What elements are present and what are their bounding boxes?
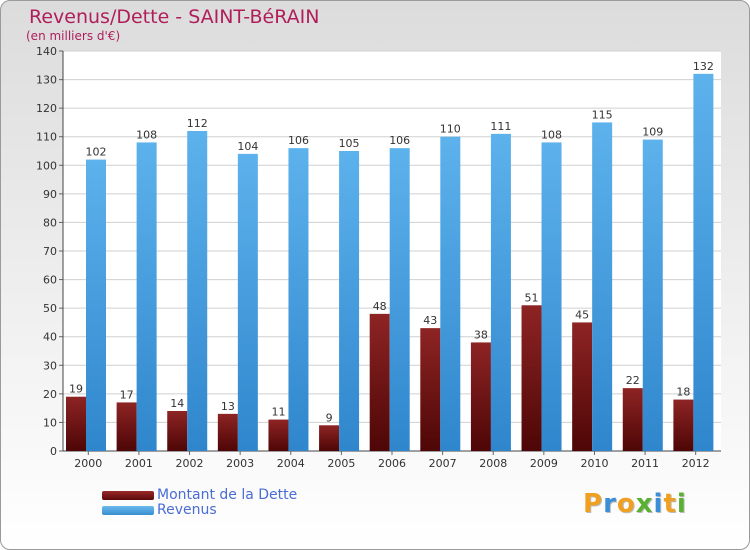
data-label-debt: 19: [69, 383, 83, 396]
bar-debt: [217, 413, 238, 451]
x-tick-label: 2012: [682, 457, 710, 470]
bar-revenue: [642, 139, 663, 452]
logo-letter: i: [676, 489, 687, 519]
x-tick-label: 2006: [378, 457, 406, 470]
bar-revenue: [490, 133, 511, 451]
bar-debt: [622, 388, 643, 451]
legend-label-revenue: Revenus: [157, 502, 217, 518]
x-tick-label: 2000: [74, 457, 102, 470]
y-tick-label: 90: [43, 188, 57, 201]
y-tick-label: 20: [43, 388, 57, 401]
data-label-revenue: 104: [237, 140, 258, 153]
logo-letter: P: [583, 489, 604, 519]
bar-debt: [470, 342, 491, 451]
data-label-debt: 43: [423, 314, 437, 327]
data-label-debt: 13: [221, 400, 235, 413]
legend-swatch-revenue: [102, 505, 154, 515]
bar-debt: [673, 399, 694, 451]
data-label-revenue: 115: [592, 108, 613, 121]
bar-revenue: [288, 148, 309, 451]
y-tick-label: 100: [36, 159, 57, 172]
data-label-revenue: 108: [136, 128, 157, 141]
y-tick-label: 40: [43, 331, 57, 344]
x-tick-label: 2001: [125, 457, 153, 470]
data-label-debt: 18: [676, 386, 690, 399]
x-tick-label: 2007: [429, 457, 457, 470]
bar-revenue: [592, 122, 613, 451]
bar-debt: [167, 411, 188, 451]
bar-revenue: [389, 148, 410, 451]
data-label-revenue: 112: [187, 117, 208, 130]
logo-letter: r: [603, 489, 617, 519]
logo-letter: i: [653, 489, 664, 519]
legend-item-revenue: Revenus: [102, 502, 217, 518]
bar-debt: [268, 419, 289, 451]
x-tick-label: 2010: [580, 457, 608, 470]
data-label-debt: 45: [575, 308, 589, 321]
chart-subtitle: (en milliers d'€): [26, 29, 121, 43]
bar-revenue: [187, 131, 208, 451]
bar-debt: [521, 305, 542, 451]
y-tick-label: 80: [43, 216, 57, 229]
data-label-debt: 51: [525, 291, 539, 304]
data-label-revenue: 132: [693, 60, 714, 73]
logo-letter: x: [635, 489, 654, 519]
data-label-revenue: 102: [86, 146, 107, 159]
y-tick-label: 130: [36, 74, 57, 87]
bar-revenue: [541, 142, 562, 451]
data-label-revenue: 106: [288, 134, 309, 147]
data-label-revenue: 110: [440, 123, 461, 136]
x-tick-label: 2009: [530, 457, 558, 470]
y-tick-label: 30: [43, 359, 57, 372]
data-label-debt: 14: [170, 397, 184, 410]
chart-title: Revenus/Dette - SAINT-BéRAIN: [29, 6, 320, 28]
bar-revenue: [339, 151, 360, 451]
bar-revenue: [136, 142, 157, 451]
data-label-revenue: 108: [541, 128, 562, 141]
data-label-revenue: 106: [389, 134, 410, 147]
logo-letter: o: [616, 489, 636, 519]
bar-revenue: [237, 153, 258, 451]
x-tick-label: 2005: [327, 457, 355, 470]
data-label-revenue: 109: [642, 126, 663, 139]
x-tick-label: 2011: [631, 457, 659, 470]
bar-revenue: [693, 73, 714, 451]
bar-debt: [66, 396, 86, 451]
bar-debt: [369, 313, 390, 451]
legend-swatch-debt: [102, 490, 154, 500]
data-label-debt: 48: [373, 300, 387, 313]
data-label-debt: 38: [474, 328, 488, 341]
x-tick-label: 2008: [479, 457, 507, 470]
bar-debt: [420, 328, 441, 451]
y-tick-label: 110: [36, 131, 57, 144]
proxiti-logo: Proxiti: [583, 489, 687, 519]
data-label-debt: 9: [326, 411, 333, 424]
y-tick-label: 60: [43, 274, 57, 287]
x-tick-label: 2003: [226, 457, 254, 470]
y-tick-label: 0: [50, 445, 57, 458]
x-tick-label: 2002: [176, 457, 204, 470]
x-tick-label: 2004: [277, 457, 305, 470]
data-label-debt: 11: [271, 406, 285, 419]
logo-letter: t: [663, 489, 677, 519]
y-tick-label: 120: [36, 102, 57, 115]
data-label-revenue: 105: [339, 137, 360, 150]
data-label-revenue: 111: [490, 120, 511, 133]
y-tick-label: 10: [43, 416, 57, 429]
bar-debt: [319, 425, 340, 451]
data-label-debt: 17: [120, 388, 134, 401]
legend-item-debt: Montant de la Dette: [102, 487, 297, 503]
bar-revenue: [440, 136, 461, 451]
legend-label-debt: Montant de la Dette: [157, 487, 298, 503]
y-tick-label: 50: [43, 302, 57, 315]
y-tick-label: 140: [36, 45, 57, 58]
bar-debt: [116, 402, 137, 451]
data-label-debt: 22: [626, 374, 640, 387]
bar-revenue: [86, 159, 106, 452]
y-tick-label: 70: [43, 245, 57, 258]
bar-debt: [572, 322, 593, 451]
